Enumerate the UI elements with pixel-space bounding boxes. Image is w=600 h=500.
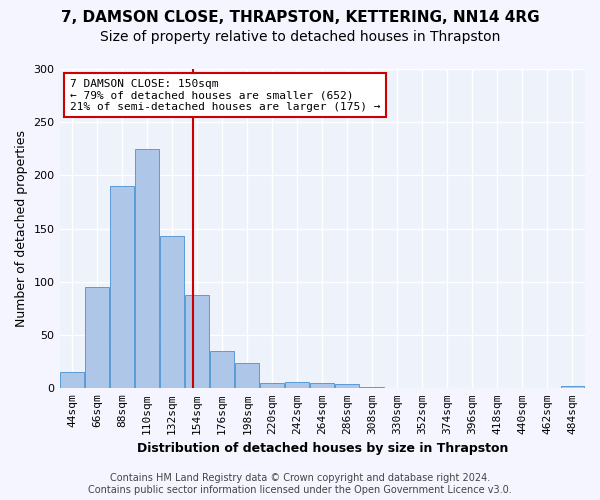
Bar bbox=[361, 387, 384, 388]
Bar bbox=[310, 383, 334, 388]
Y-axis label: Number of detached properties: Number of detached properties bbox=[15, 130, 28, 327]
Bar bbox=[110, 186, 134, 388]
Text: 7, DAMSON CLOSE, THRAPSTON, KETTERING, NN14 4RG: 7, DAMSON CLOSE, THRAPSTON, KETTERING, N… bbox=[61, 10, 539, 25]
Text: Size of property relative to detached houses in Thrapston: Size of property relative to detached ho… bbox=[100, 30, 500, 44]
X-axis label: Distribution of detached houses by size in Thrapston: Distribution of detached houses by size … bbox=[137, 442, 508, 455]
Bar bbox=[560, 386, 584, 388]
Bar bbox=[286, 382, 309, 388]
Bar bbox=[260, 383, 284, 388]
Bar bbox=[335, 384, 359, 388]
Text: 7 DAMSON CLOSE: 150sqm
← 79% of detached houses are smaller (652)
21% of semi-de: 7 DAMSON CLOSE: 150sqm ← 79% of detached… bbox=[70, 78, 380, 112]
Bar bbox=[235, 363, 259, 388]
Bar bbox=[60, 372, 84, 388]
Text: Contains HM Land Registry data © Crown copyright and database right 2024.
Contai: Contains HM Land Registry data © Crown c… bbox=[88, 474, 512, 495]
Bar bbox=[85, 287, 109, 388]
Bar bbox=[210, 351, 234, 389]
Bar bbox=[185, 294, 209, 388]
Bar bbox=[160, 236, 184, 388]
Bar bbox=[135, 149, 159, 388]
